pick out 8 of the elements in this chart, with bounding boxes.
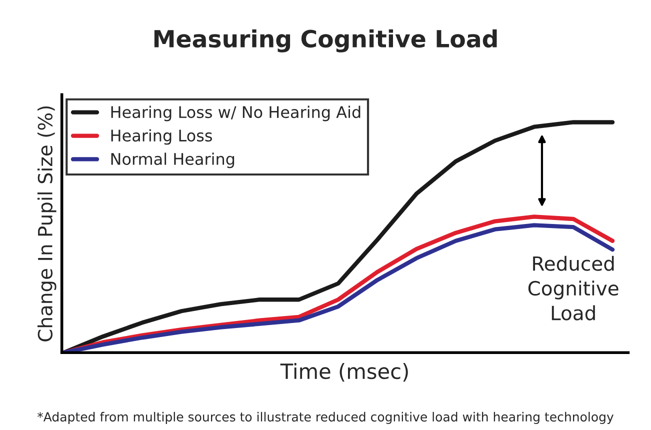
- legend-label: Hearing Loss: [111, 129, 212, 145]
- chart-title: Measuring Cognitive Load: [154, 29, 497, 52]
- x-axis-title: Time (msec): [280, 363, 408, 382]
- y-axis-title: Change In Pupil Size (%): [37, 106, 56, 342]
- annotation: Reduced Cognitive Load: [528, 256, 618, 320]
- legend-label: Hearing Loss w/ No Hearing Aid: [111, 106, 360, 122]
- legend-label: Normal Hearing: [111, 152, 234, 168]
- text: *Adapted from multiple sources to illustrate reduced cognitive load with hearing technology: [37, 412, 614, 424]
